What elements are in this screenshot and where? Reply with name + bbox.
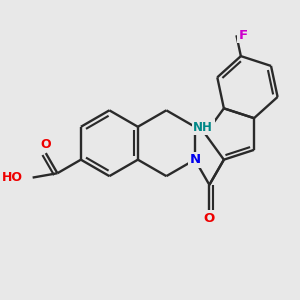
Text: F: F <box>238 29 248 42</box>
Text: O: O <box>204 212 215 225</box>
Text: HO: HO <box>2 171 23 184</box>
Text: NH: NH <box>194 121 213 134</box>
Text: O: O <box>40 138 51 151</box>
Text: N: N <box>189 153 200 166</box>
